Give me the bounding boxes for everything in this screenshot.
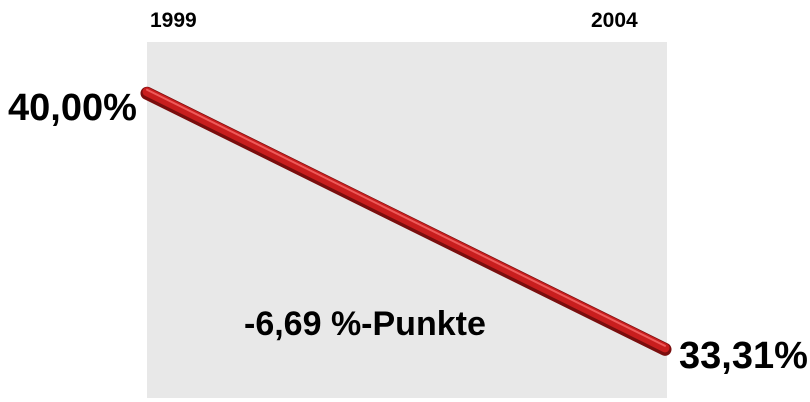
end-value-label: 33,31% <box>679 335 808 377</box>
x-tick-1999: 1999 <box>150 9 197 32</box>
x-tick-2004: 2004 <box>591 9 638 32</box>
series-line-highlight <box>146 88 666 347</box>
start-value-label: 40,00% <box>8 87 137 129</box>
difference-annotation: -6,69 %-Punkte <box>244 305 486 343</box>
series-line <box>142 87 670 353</box>
